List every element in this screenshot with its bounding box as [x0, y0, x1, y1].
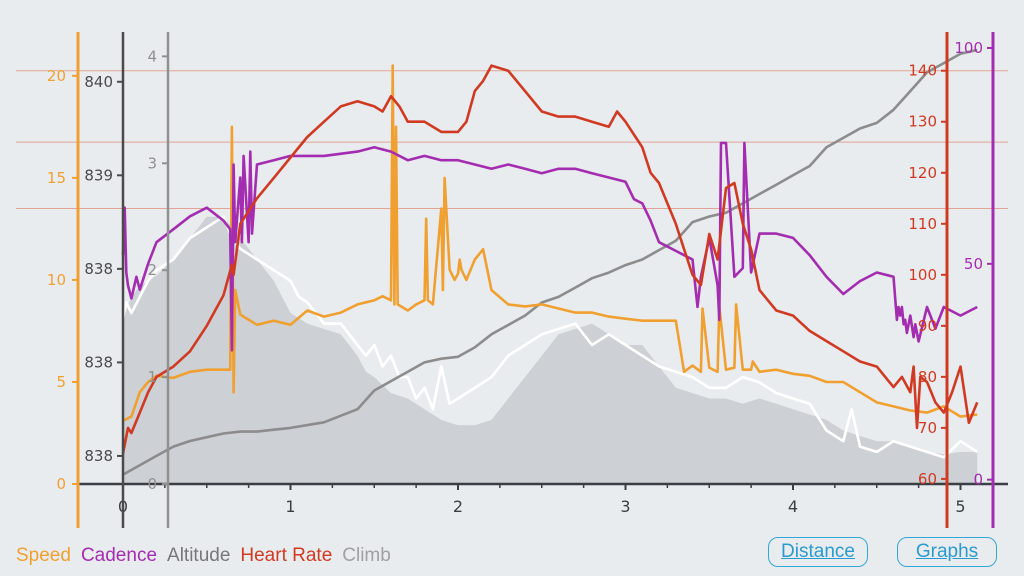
- climb-line: [121, 215, 978, 459]
- speed-line: [122, 64, 978, 422]
- cadence-tick-label: 50: [964, 255, 983, 273]
- heart-rate-tick-label: 90: [918, 317, 937, 335]
- legend-altitude: Altitude: [167, 545, 231, 566]
- heart-rate-line: [121, 64, 979, 454]
- altitude-tick-label: 840: [84, 73, 113, 91]
- legend-speed: Speed: [16, 545, 71, 566]
- heart-rate-tick-label: 60: [918, 470, 937, 488]
- altitude-line: [122, 48, 978, 476]
- altitude-tick-label: 838: [84, 447, 113, 465]
- cadence-tick-label: 0: [973, 471, 983, 489]
- heart-rate-tick-label: 110: [908, 215, 937, 233]
- climb-tick-label: 0: [147, 475, 157, 493]
- distance-button[interactable]: Distance: [768, 537, 868, 567]
- altitude-tick-label: 838: [84, 353, 113, 371]
- cadence-line: [121, 141, 978, 352]
- x-tick-label: 2: [453, 497, 463, 516]
- climb-tick-label: 1: [147, 368, 157, 386]
- heart-rate-tick-label: 100: [908, 266, 937, 284]
- heart-rate-tick-label: 80: [918, 368, 937, 386]
- heart-rate-tick-label: 120: [908, 164, 937, 182]
- speed-tick-label: 20: [47, 67, 66, 85]
- climb-tick-label: 3: [147, 154, 157, 172]
- speed-tick-label: 0: [56, 475, 66, 493]
- speed-tick-label: 5: [56, 373, 66, 391]
- x-tick-label: 1: [285, 497, 295, 516]
- legend-climb: Climb: [342, 545, 391, 566]
- heart-rate-tick-label: 70: [918, 419, 937, 437]
- graphs-button[interactable]: Graphs: [897, 537, 997, 567]
- x-tick-label: 3: [620, 497, 630, 516]
- legend-cadence: Cadence: [80, 545, 158, 566]
- legend-heart-rate: Heart Rate: [240, 545, 333, 566]
- heart-rate-tick-label: 140: [908, 62, 937, 80]
- speed-tick-label: 10: [47, 271, 66, 289]
- x-tick-label: 4: [788, 497, 798, 516]
- legend: Speed Cadence Altitude Heart Rate Climb: [16, 545, 391, 567]
- heart-rate-tick-label: 130: [908, 113, 937, 131]
- climb-tick-label: 2: [147, 261, 157, 279]
- x-tick-label: 5: [955, 497, 965, 516]
- climb-tick-label: 4: [147, 47, 157, 65]
- cadence-tick-label: 100: [954, 39, 983, 57]
- altitude-tick-label: 839: [84, 166, 113, 184]
- altitude-tick-label: 838: [84, 260, 113, 278]
- speed-tick-label: 15: [47, 169, 66, 187]
